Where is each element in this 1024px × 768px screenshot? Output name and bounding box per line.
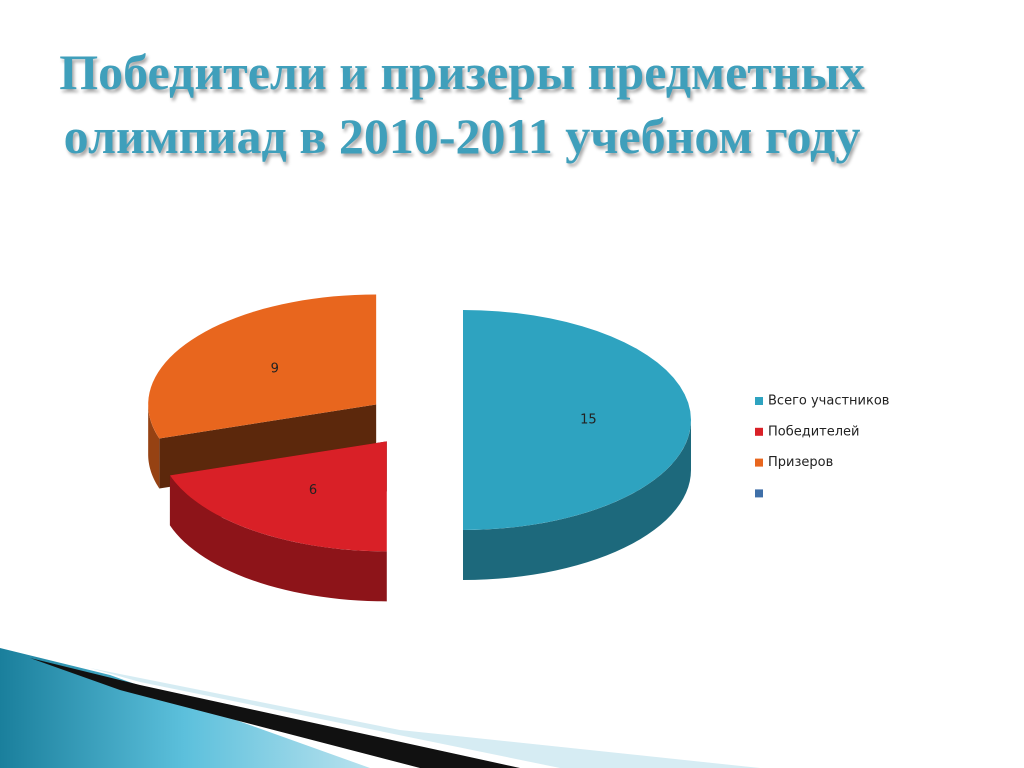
legend-label: Победителей bbox=[768, 424, 860, 439]
slice-top bbox=[169, 441, 387, 552]
legend-swatch bbox=[755, 427, 763, 436]
pie-slice bbox=[169, 441, 387, 602]
legend-swatch bbox=[755, 489, 763, 498]
legend-swatch bbox=[755, 458, 763, 467]
pie-slice bbox=[148, 294, 377, 489]
pie-slice bbox=[463, 310, 691, 580]
slice-top bbox=[148, 294, 377, 439]
slice-side bbox=[159, 404, 377, 489]
legend-label: Призеров bbox=[768, 455, 833, 470]
chart-title: Победители и призеры предметных олимпиад… bbox=[59, 44, 865, 164]
legend-swatch bbox=[755, 397, 763, 405]
slice-wall bbox=[148, 404, 160, 489]
data-label: 6 bbox=[309, 483, 317, 498]
slice-wall bbox=[463, 420, 691, 580]
data-label: 15 bbox=[580, 413, 597, 428]
data-label: 9 bbox=[271, 361, 279, 376]
slice-wall bbox=[169, 475, 387, 602]
slice-top bbox=[463, 310, 691, 530]
pie: 9 15 6 bbox=[148, 294, 691, 602]
legend-label: Всего участников bbox=[768, 394, 889, 409]
legend: Всего участников Победителей Призеров bbox=[755, 394, 889, 498]
